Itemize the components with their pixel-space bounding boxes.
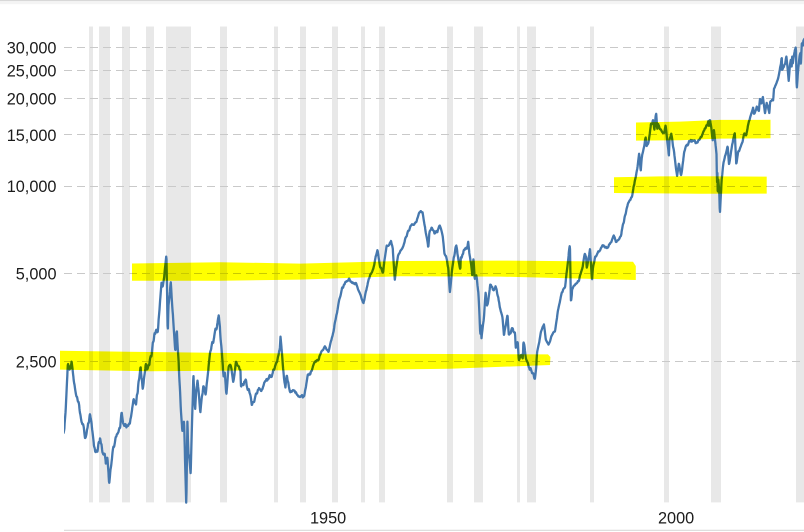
- svg-text:15,000: 15,000: [7, 127, 57, 145]
- svg-text:30,000: 30,000: [7, 39, 57, 57]
- svg-text:2000: 2000: [658, 510, 694, 528]
- svg-text:20,000: 20,000: [7, 91, 57, 109]
- svg-text:25,000: 25,000: [7, 62, 57, 80]
- svg-text:10,000: 10,000: [7, 178, 57, 196]
- svg-text:2,500: 2,500: [16, 353, 57, 371]
- svg-text:1950: 1950: [310, 510, 346, 528]
- svg-text:5,000: 5,000: [16, 266, 57, 284]
